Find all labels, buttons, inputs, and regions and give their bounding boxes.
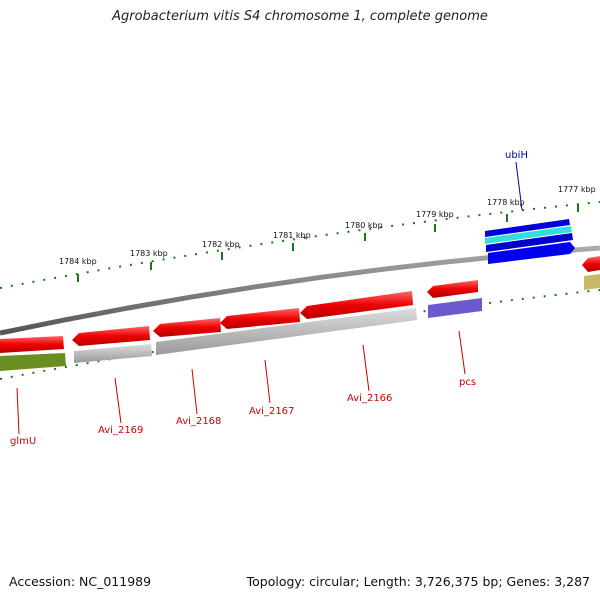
topology-text: Topology: circular; Length: 3,726,375 bp… [246, 574, 590, 589]
gene-label-pcs[interactable]: pcs [459, 377, 476, 388]
tick-label: 1783 kbp [130, 249, 168, 258]
ubiH-features [485, 219, 575, 264]
gene-label-Avi_2168[interactable]: Avi_2168 [176, 416, 221, 427]
label-leaders [16, 161, 523, 435]
tick-label: 1782 kbp [202, 240, 240, 249]
gray-feature[interactable] [156, 308, 417, 355]
blue-feature-mid[interactable] [486, 233, 573, 252]
gene-label-Avi_2167[interactable]: Avi_2167 [249, 406, 294, 417]
purple-feature[interactable] [428, 298, 482, 318]
tick-label: 1780 kbp [345, 221, 383, 230]
major-ticks [77, 204, 579, 282]
tick-label: 1778 kbp [487, 198, 525, 207]
cds-right-edge[interactable] [582, 256, 600, 272]
gene-features-gray [74, 308, 417, 363]
cyan-feature[interactable] [485, 226, 572, 244]
gene-label-Avi_2166[interactable]: Avi_2166 [347, 393, 392, 404]
tick-label: 1784 kbp [59, 257, 97, 266]
cds-Avi_2167[interactable] [220, 308, 300, 329]
gray-feature[interactable] [74, 344, 152, 363]
map-title: Agrobacterium vitis S4 chromosome 1, com… [112, 9, 488, 24]
tick-label: 1781 kbp [273, 231, 311, 240]
tick-label: 1777 kbp [558, 185, 596, 194]
blue-feature-top[interactable] [485, 219, 570, 237]
cds-glmU[interactable] [0, 336, 64, 353]
ubiH-cds[interactable] [488, 242, 575, 264]
olive-feature[interactable] [0, 353, 66, 371]
gene-label-ubiH[interactable]: ubiH [505, 150, 528, 161]
khaki-feature[interactable] [584, 274, 600, 290]
cds-Avi_2169[interactable] [72, 326, 150, 346]
cds-pcs[interactable] [427, 280, 478, 298]
cds-Avi_2166[interactable] [300, 291, 413, 319]
gene-label-glmU[interactable]: glmU [10, 436, 36, 447]
gene-label-Avi_2169[interactable]: Avi_2169 [98, 425, 143, 436]
accession-text: Accession: NC_011989 [9, 574, 152, 589]
gene-features-red [0, 256, 600, 353]
tick-label: 1779 kbp [416, 210, 454, 219]
cds-Avi_2168[interactable] [153, 318, 221, 337]
